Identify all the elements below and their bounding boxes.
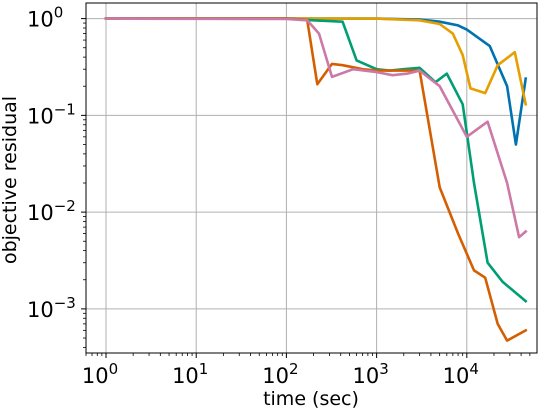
x-tick-label: 104 bbox=[443, 360, 479, 388]
x-tick-label: 101 bbox=[172, 360, 208, 388]
tick-layer: 100 101 102 103 104 10−3 10−2 10−1 100 bbox=[27, 4, 531, 388]
x-tick-label: 103 bbox=[352, 360, 388, 388]
series-line-5 bbox=[104, 17, 528, 239]
plot-frame bbox=[85, 2, 538, 354]
series-line-2 bbox=[104, 17, 528, 106]
series-line-4 bbox=[104, 17, 528, 342]
y-tick-label: 10−3 bbox=[27, 294, 76, 322]
y-tick-label: 100 bbox=[27, 4, 63, 32]
y-tick-label: 10−2 bbox=[27, 197, 76, 225]
y-axis-label: objective residual bbox=[0, 96, 21, 264]
series-line-3 bbox=[104, 17, 528, 304]
series-layer bbox=[104, 17, 528, 342]
x-tick-label: 102 bbox=[262, 360, 298, 388]
y-tick-label: 10−1 bbox=[27, 100, 76, 128]
x-axis-label: time (sec) bbox=[263, 388, 359, 410]
x-tick-label: 100 bbox=[82, 360, 118, 388]
